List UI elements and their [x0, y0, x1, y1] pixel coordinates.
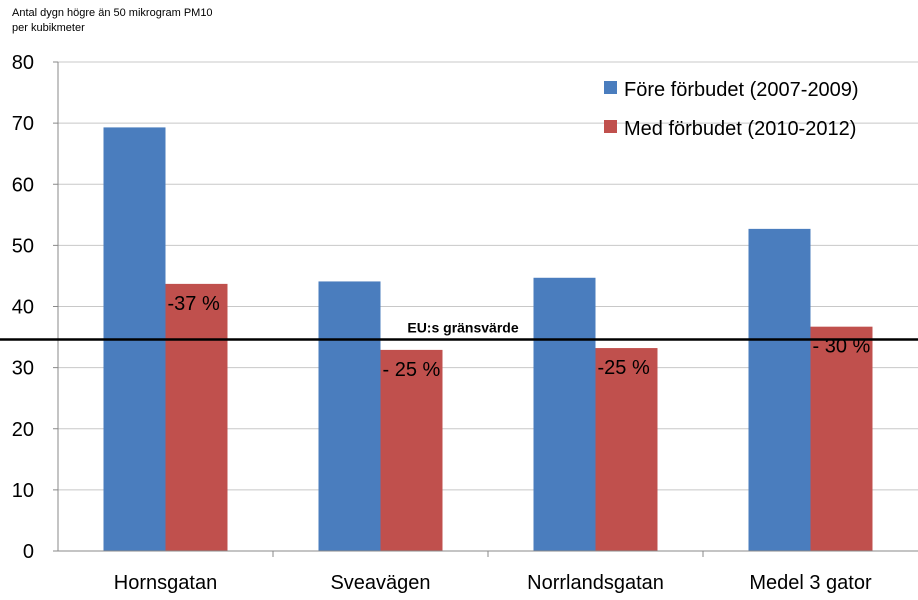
bar-med-1: [380, 349, 443, 551]
legend-label: Med förbudet (2010-2012): [624, 118, 856, 140]
legend-swatch: [604, 81, 617, 94]
bar-fore-1: [318, 281, 381, 551]
eu-limit-line: EU:s gränsvärde: [0, 320, 918, 341]
bar-med-3: [810, 326, 873, 551]
legend-label: Före förbudet (2007-2009): [624, 79, 859, 101]
y-tick-label: 60: [12, 174, 34, 196]
x-tick-label: Hornsgatan: [114, 572, 217, 594]
bar-annotation: -25 %: [598, 357, 650, 379]
bar-annotation: -37 %: [168, 293, 220, 315]
x-tick-label: Sveavägen: [330, 572, 430, 594]
y-tick-label: 70: [12, 113, 34, 135]
y-axis-label-line1: Antal dygn högre än 50 mikrogram PM10: [12, 7, 213, 19]
legend: Före förbudet (2007-2009) Med förbudet (2…: [604, 79, 859, 140]
bar-annotation: - 30 %: [813, 336, 871, 358]
x-tick-label: Medel 3 gator: [749, 572, 872, 594]
y-tick-label: 30: [12, 358, 34, 380]
y-tick-label: 20: [12, 419, 34, 441]
y-tick-label: 40: [12, 297, 34, 319]
y-tick-label: 10: [12, 480, 34, 502]
legend-swatch: [604, 120, 617, 133]
bar-fore-2: [533, 277, 596, 551]
bar-annotation: - 25 %: [383, 359, 441, 381]
reference-line-label: EU:s gränsvärde: [407, 320, 518, 336]
x-tick-label: Norrlandsgatan: [527, 572, 664, 594]
bar-fore-3: [748, 228, 811, 551]
y-tick-label: 0: [23, 541, 34, 563]
y-tick-label: 80: [12, 52, 34, 74]
bar-med-2: [595, 348, 658, 551]
y-tick-label: 50: [12, 235, 34, 257]
bar-med-0: [165, 283, 228, 551]
bar-annotations: -37 % - 25 % -25 % - 30 %: [168, 293, 871, 381]
axes: [53, 61, 918, 557]
y-axis-label-line2: per kubikmeter: [12, 22, 85, 34]
y-axis-label: Antal dygn högre än 50 mikrogram PM10 pe…: [12, 6, 213, 36]
y-tick-labels: 0 10 20 30 40 50 60 70 80: [12, 52, 34, 563]
x-tick-labels: Hornsgatan Sveavägen Norrlandsgatan Medel 3…: [114, 572, 872, 594]
